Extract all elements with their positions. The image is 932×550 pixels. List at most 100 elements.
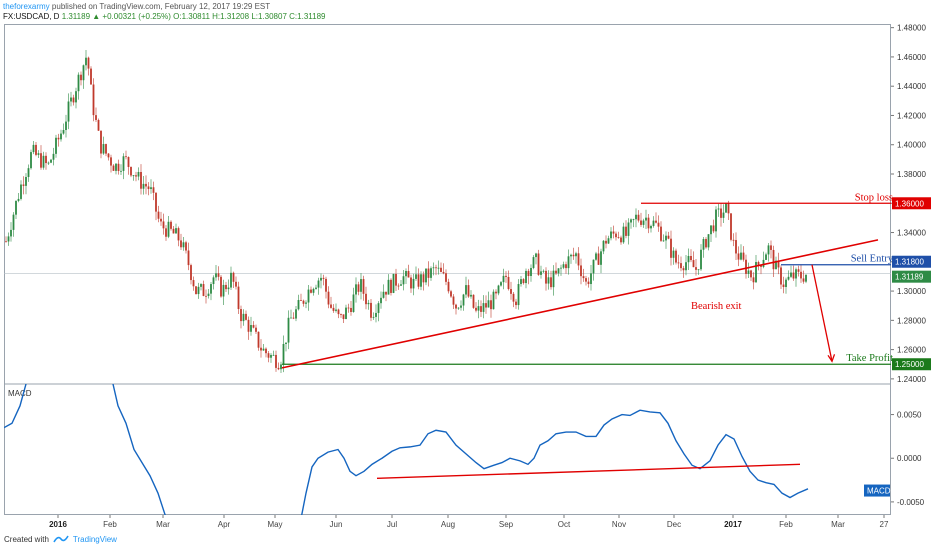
candle-body: [167, 221, 170, 237]
ohlc-close: C:1.31189: [289, 12, 326, 21]
candle-body: [172, 228, 175, 234]
candle-body: [387, 279, 390, 295]
candle-body: [55, 137, 57, 154]
candle-body: [372, 316, 375, 318]
arrow-head-icon: [827, 354, 836, 363]
candle-body: [142, 183, 145, 189]
candle-body: [480, 306, 482, 312]
candle-body: [605, 240, 607, 244]
candle-body: [312, 288, 315, 293]
candle-body: [535, 253, 537, 258]
candle-body: [457, 307, 460, 309]
price-label-text: 1.25000: [895, 360, 924, 369]
price-label-badge: [892, 358, 931, 371]
candle-body: [327, 291, 330, 305]
candle-body: [337, 309, 340, 315]
candle-body: [567, 256, 570, 269]
candle-body: [677, 262, 680, 264]
price-label-text: 1.36000: [895, 199, 924, 208]
candle-body: [482, 303, 485, 312]
candle-body: [735, 240, 737, 254]
candle-body: [615, 233, 617, 238]
candle-body: [392, 273, 395, 293]
candle-body: [325, 278, 327, 292]
candle-body: [270, 354, 272, 358]
gridlines: [4, 273, 891, 385]
candle-body: [432, 267, 435, 269]
macd-tick-label: 0.0000: [897, 454, 922, 463]
candle-body: [552, 270, 555, 288]
author-link[interactable]: theforexarmy: [3, 2, 50, 11]
candle-body: [662, 240, 665, 242]
candle-body: [682, 268, 685, 271]
candle-body: [680, 263, 682, 269]
candle-body: [455, 304, 457, 309]
candle-body: [395, 273, 397, 286]
candle-body: [30, 152, 32, 169]
candle-body: [370, 302, 372, 318]
candle-body: [310, 289, 312, 293]
candle-body: [367, 302, 370, 305]
candle-body: [660, 226, 662, 241]
candle-body: [230, 272, 232, 288]
time-tick-label: Oct: [558, 520, 571, 529]
candle-body: [475, 307, 477, 311]
candle-body: [285, 342, 287, 344]
candle-body: [710, 225, 712, 235]
candle-body: [547, 277, 550, 284]
candle-body: [22, 184, 25, 186]
candle-body: [202, 284, 205, 296]
candle-body: [700, 249, 702, 270]
candle-body: [540, 271, 542, 275]
candle-body: [497, 285, 500, 294]
candle-body: [672, 250, 675, 258]
candle-body: [47, 162, 50, 164]
candle-body: [130, 166, 132, 176]
candle-body: [652, 220, 655, 226]
price-tick-label: 1.28000: [897, 316, 926, 325]
candle-body: [132, 175, 135, 177]
candle-body: [27, 168, 30, 178]
candle-body: [252, 325, 255, 328]
price-label-badge: [892, 255, 931, 268]
candle-body: [675, 250, 677, 263]
price-label-text: 1.31189: [895, 273, 924, 282]
candle-body: [545, 270, 547, 284]
candle-body: [42, 155, 45, 168]
candle-body: [215, 273, 217, 278]
candle-body: [152, 187, 155, 193]
candle-body: [45, 155, 47, 164]
candle-body: [490, 300, 492, 310]
candle-body: [340, 314, 342, 315]
candle-body: [625, 226, 627, 236]
tradingview-link[interactable]: TradingView: [72, 534, 117, 544]
candle-body: [57, 137, 60, 140]
time-axis[interactable]: 2016 Feb Mar Apr May Jun Jul Aug Sep Oct Nov Dec 201…: [49, 515, 889, 529]
candle-body: [802, 278, 805, 282]
last-price: 1.31189: [61, 12, 91, 21]
time-tick-label: Sep: [499, 520, 514, 529]
macd-tick-label: 0.0050: [897, 411, 922, 420]
candle-body: [90, 68, 92, 85]
candle-body: [760, 265, 762, 267]
candle-body: [332, 307, 335, 311]
candle-body: [100, 130, 102, 154]
price-axis[interactable]: 1.48000 1.46000 1.44000 1.42000 1.40000 1.380…: [891, 24, 931, 507]
candle-body: [192, 280, 195, 287]
candle-body: [690, 255, 692, 261]
candle-body: [272, 354, 275, 356]
target-arrow-line: [811, 264, 833, 362]
candle-body: [767, 245, 770, 255]
candle-body: [510, 289, 512, 294]
candle-body: [722, 212, 725, 218]
candlestick-series: [5, 50, 807, 374]
candle-body: [330, 304, 332, 308]
candle-body: [562, 264, 565, 268]
candle-body: [65, 121, 67, 131]
candle-body: [762, 259, 765, 267]
candle-body: [442, 271, 445, 274]
candle-body: [577, 253, 580, 266]
candle-body: [717, 208, 720, 210]
candle-body: [275, 354, 277, 368]
